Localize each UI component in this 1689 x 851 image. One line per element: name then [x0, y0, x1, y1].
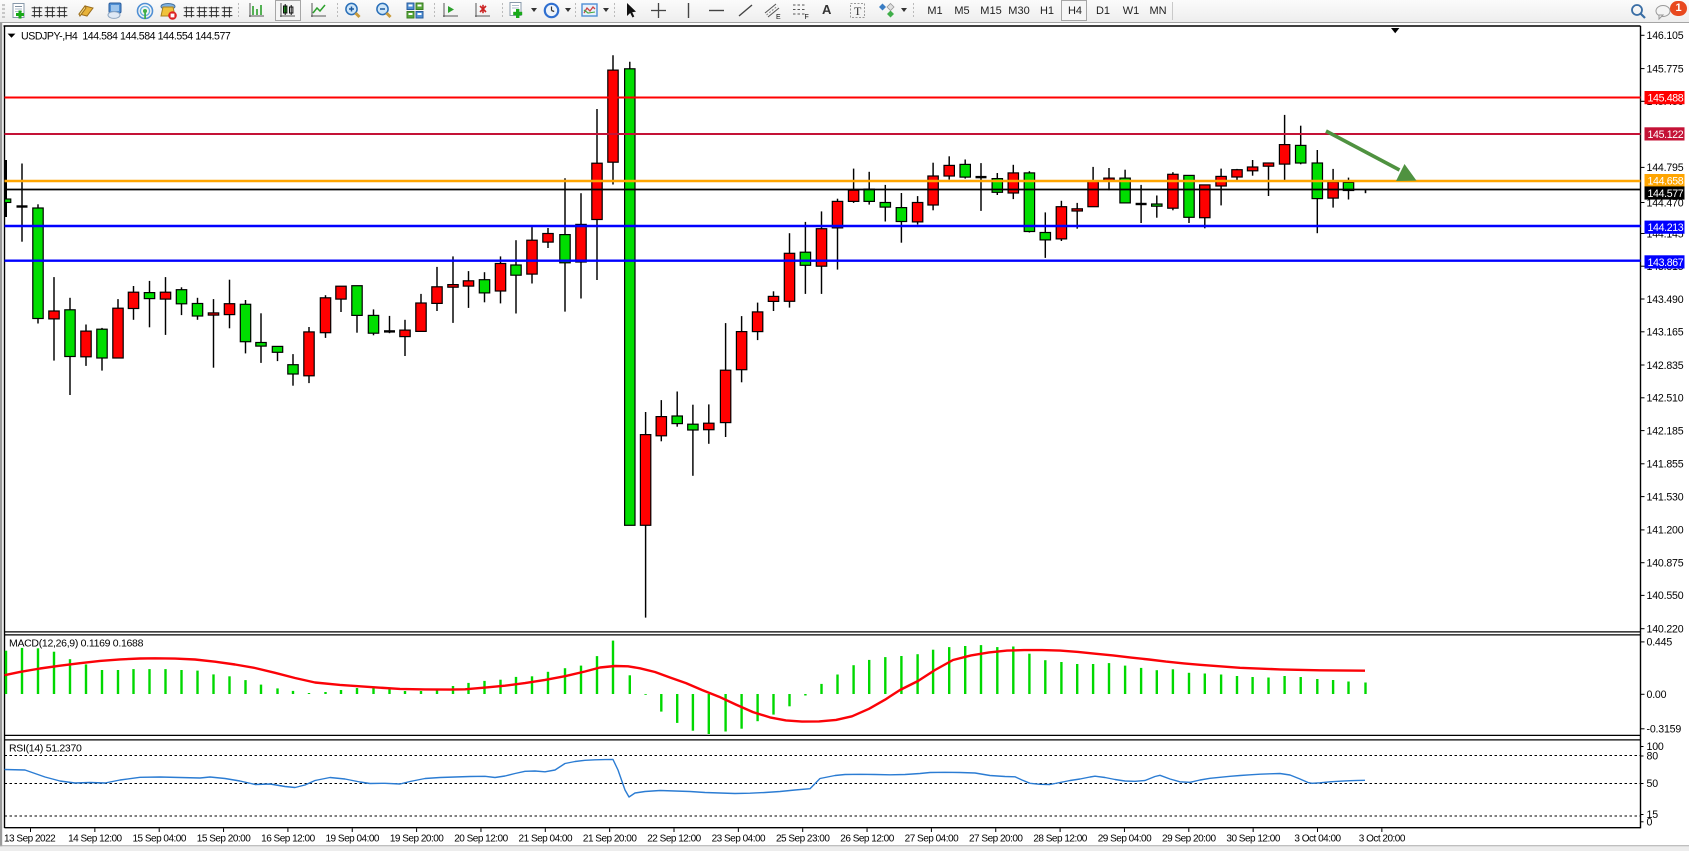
- svg-text:145.122: 145.122: [1648, 129, 1684, 141]
- svg-text:144.470: 144.470: [1647, 197, 1684, 209]
- svg-text:21 Sep 04:00: 21 Sep 04:00: [519, 834, 573, 845]
- svg-text:143.490: 143.490: [1647, 294, 1684, 306]
- svg-text:140.875: 140.875: [1647, 558, 1684, 570]
- svg-text:15 Sep 04:00: 15 Sep 04:00: [132, 834, 186, 845]
- svg-text:3 Oct 04:00: 3 Oct 04:00: [1294, 834, 1341, 845]
- svg-text:29 Sep 20:00: 29 Sep 20:00: [1162, 834, 1216, 845]
- svg-text:28 Sep 12:00: 28 Sep 12:00: [1033, 834, 1087, 845]
- svg-text:MACD(12,26,9) 0.1169 0.1688: MACD(12,26,9) 0.1169 0.1688: [9, 638, 144, 650]
- svg-text:146.105: 146.105: [1647, 30, 1684, 42]
- svg-text:0.445: 0.445: [1647, 637, 1673, 649]
- svg-text:16 Sep 12:00: 16 Sep 12:00: [261, 834, 315, 845]
- svg-text:22 Sep 12:00: 22 Sep 12:00: [647, 834, 701, 845]
- svg-text:23 Sep 04:00: 23 Sep 04:00: [712, 834, 766, 845]
- svg-text:145.775: 145.775: [1647, 63, 1684, 75]
- svg-text:143.165: 143.165: [1647, 327, 1684, 339]
- svg-text:145.488: 145.488: [1648, 93, 1684, 105]
- svg-text:27 Sep 20:00: 27 Sep 20:00: [969, 834, 1023, 845]
- svg-text:141.530: 141.530: [1647, 491, 1684, 503]
- svg-text:0.00: 0.00: [1647, 689, 1667, 701]
- svg-text:26 Sep 12:00: 26 Sep 12:00: [840, 834, 894, 845]
- svg-text:27 Sep 04:00: 27 Sep 04:00: [905, 834, 959, 845]
- svg-text:13 Sep 2022: 13 Sep 2022: [4, 834, 56, 845]
- svg-text:E: E: [776, 14, 781, 20]
- svg-text:142.510: 142.510: [1647, 393, 1684, 405]
- svg-text:3 Oct 20:00: 3 Oct 20:00: [1359, 834, 1406, 845]
- svg-text:29 Sep 04:00: 29 Sep 04:00: [1098, 834, 1152, 845]
- svg-text:142.185: 142.185: [1647, 425, 1684, 437]
- svg-text:100: 100: [1647, 741, 1664, 753]
- svg-text:21 Sep 20:00: 21 Sep 20:00: [583, 834, 637, 845]
- svg-text:144.658: 144.658: [1648, 176, 1684, 188]
- svg-text:80: 80: [1647, 751, 1659, 763]
- svg-text:143.867: 143.867: [1648, 257, 1684, 269]
- svg-text:140.550: 140.550: [1647, 590, 1684, 602]
- svg-text:F: F: [805, 14, 809, 20]
- svg-text:140.220: 140.220: [1647, 624, 1684, 636]
- svg-text:T: T: [854, 4, 862, 18]
- svg-text:25 Sep 23:00: 25 Sep 23:00: [776, 834, 830, 845]
- svg-text:141.200: 141.200: [1647, 525, 1684, 537]
- svg-text:0: 0: [1647, 816, 1653, 828]
- svg-text:30 Sep 12:00: 30 Sep 12:00: [1226, 834, 1280, 845]
- svg-text:RSI(14) 51.2370: RSI(14) 51.2370: [9, 743, 82, 755]
- svg-text:144.795: 144.795: [1647, 162, 1684, 174]
- svg-text:144.213: 144.213: [1648, 222, 1684, 234]
- svg-text:142.835: 142.835: [1647, 360, 1684, 372]
- svg-text:15: 15: [1647, 809, 1659, 821]
- svg-text:19 Sep 04:00: 19 Sep 04:00: [326, 834, 380, 845]
- svg-text:USDJPY-,H4 144.584 144.584 14: USDJPY-,H4 144.584 144.584 144.554 144.5…: [21, 31, 231, 43]
- svg-text:20 Sep 12:00: 20 Sep 12:00: [454, 834, 508, 845]
- svg-text:15 Sep 20:00: 15 Sep 20:00: [197, 834, 251, 845]
- svg-text:141.855: 141.855: [1647, 459, 1684, 471]
- svg-text:-0.3159: -0.3159: [1647, 724, 1682, 736]
- svg-text:19 Sep 20:00: 19 Sep 20:00: [390, 834, 444, 845]
- svg-text:50: 50: [1647, 778, 1659, 790]
- svg-text:144.577: 144.577: [1648, 188, 1684, 200]
- svg-text:14 Sep 12:00: 14 Sep 12:00: [68, 834, 122, 845]
